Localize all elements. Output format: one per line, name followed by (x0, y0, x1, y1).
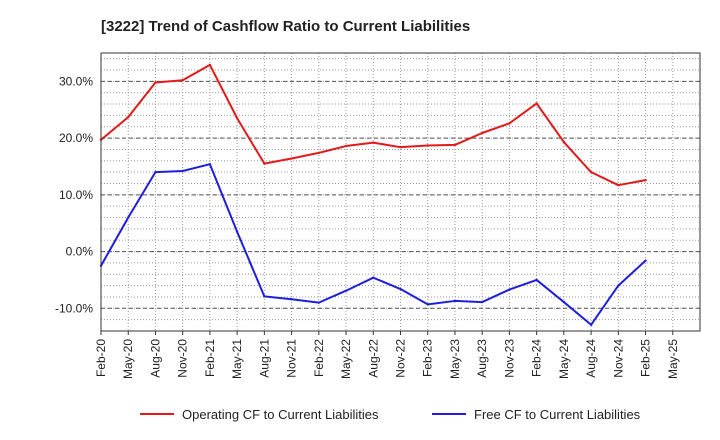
series-point-1 (127, 115, 130, 119)
x-tick-label: Aug-20 (148, 339, 162, 378)
x-tick-label: May-25 (666, 339, 680, 379)
series-point-1 (290, 157, 293, 160)
series-point-2 (372, 276, 375, 279)
series-point-1 (263, 162, 266, 165)
x-tick-label: Feb-23 (421, 339, 435, 377)
plot-border (100, 52, 701, 332)
y-tick-label: 20.0% (59, 131, 93, 145)
series-point-2 (426, 303, 429, 306)
x-tick-label: May-21 (230, 339, 244, 379)
series-point-2 (399, 287, 402, 291)
x-tick-label: Feb-24 (530, 339, 544, 377)
series-point-2 (263, 295, 266, 298)
series-point-1 (426, 144, 429, 147)
x-tick-label: Aug-24 (584, 339, 598, 378)
plot-area: 30.0% 20.0% 10.0% 0.0% -10.0% Feb-20 May-20 Aug… (55, 52, 701, 379)
series-point-1 (181, 79, 184, 82)
series-point-2 (154, 170, 157, 174)
series-point-1 (480, 131, 484, 135)
series-point-2 (644, 259, 647, 262)
series-point-2 (589, 323, 593, 326)
series-point-2 (290, 298, 293, 301)
series-point-2 (344, 289, 348, 292)
x-tick-label: Nov-21 (285, 339, 299, 378)
series-point-1 (644, 178, 647, 182)
x-tick-label: Aug-23 (475, 339, 489, 378)
series-point-2 (480, 300, 484, 304)
y-tick-label: -10.0% (55, 301, 93, 315)
series-point-1 (508, 122, 511, 125)
x-tick-label: Feb-20 (94, 339, 108, 377)
series-point-1 (344, 144, 348, 148)
series-point-2 (453, 299, 457, 303)
series-point-1 (154, 81, 157, 84)
series-point-2 (562, 300, 566, 304)
series-point-2 (127, 216, 130, 219)
series-point-2 (535, 278, 538, 282)
x-tick-label: Nov-20 (176, 339, 190, 378)
series-point-2 (317, 301, 321, 304)
x-tick-label: Nov-24 (611, 339, 625, 378)
series-point-2 (235, 230, 239, 233)
x-tick-label: May-24 (557, 339, 571, 379)
series-point-2 (508, 288, 511, 291)
series-point-1 (617, 183, 620, 187)
x-tick-label: May-20 (121, 339, 135, 379)
x-tick-label: Nov-23 (502, 339, 516, 378)
series-point-1 (208, 63, 212, 67)
series-point-2 (208, 163, 212, 166)
x-tick-label: Feb-25 (639, 339, 653, 377)
series-point-1 (535, 102, 538, 105)
series-point-1 (453, 143, 457, 147)
series-point-1 (562, 140, 566, 144)
legend-label-2: Free CF to Current Liabilities (474, 407, 641, 422)
y-tick-label: 30.0% (59, 74, 93, 88)
legend: Operating CF to Current Liabilities Free … (140, 407, 641, 422)
y-tick-label: 0.0% (66, 245, 94, 259)
chart-title: [3222] Trend of Cashflow Ratio to Curren… (101, 18, 470, 35)
x-tick-label: Feb-22 (312, 339, 326, 377)
x-tick-label: Aug-21 (257, 339, 271, 378)
legend-label-1: Operating CF to Current Liabilities (182, 407, 379, 422)
series-point-1 (317, 151, 321, 155)
x-tick-label: May-23 (448, 339, 462, 379)
series-point-1 (399, 145, 402, 149)
series-point-2 (181, 169, 184, 173)
series-point-1 (589, 170, 593, 174)
x-tick-label: May-22 (339, 339, 353, 379)
x-tick-label: Aug-22 (366, 339, 380, 378)
x-tick-label: Feb-21 (203, 339, 217, 377)
series-point-1 (235, 117, 239, 120)
series-point-1 (372, 141, 375, 144)
x-tick-label: Nov-22 (394, 339, 408, 378)
series-point-2 (617, 284, 620, 287)
y-tick-label: 10.0% (59, 188, 93, 202)
